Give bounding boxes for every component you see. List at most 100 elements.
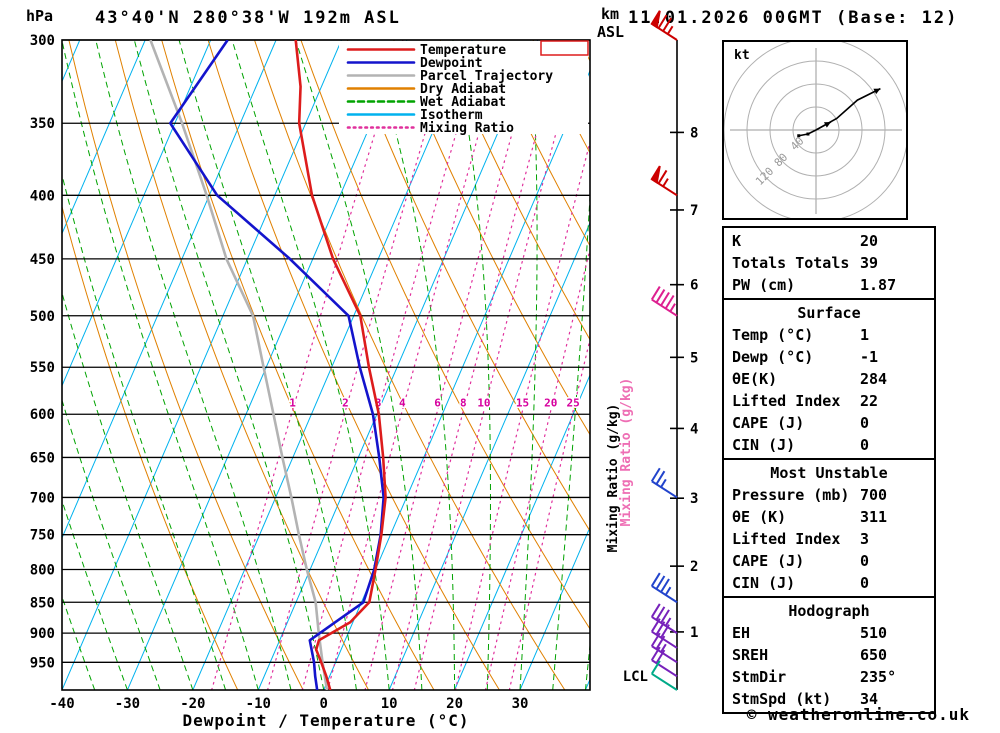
wind-barb-full-tick (650, 660, 661, 675)
mixing-ratio-axis-label: Mixing Ratio (g/kg) (606, 404, 621, 553)
wind-barb (650, 618, 678, 649)
mixing-ratio-axis-label-pink: Mixing Ratio (g/kg) (619, 378, 634, 527)
mixing-ratio-line (327, 40, 506, 690)
row-value: 700 (860, 486, 888, 504)
hodograph-trace-arrowhead (873, 88, 881, 95)
row-label: Lifted Index (732, 530, 841, 548)
wind-barb-half-tick (669, 303, 676, 312)
mixing-ratio-line (413, 40, 582, 690)
table-row: Pressure (mb) 700 (724, 484, 934, 506)
temp-tick-label: 0 (320, 696, 328, 712)
mixing-ratio-line (391, 40, 563, 690)
table-section: Hodograph EH 510 SREH 650 StmDir 235° StmSpd (k… (722, 596, 936, 714)
row-value: 1.87 (860, 276, 897, 294)
row-label: K (732, 232, 742, 250)
pressure-tick-label: 550 (30, 360, 55, 376)
hodograph-trace-dot (806, 132, 810, 136)
wet-adiabat-line (62, 499, 128, 690)
row-value: 311 (860, 508, 888, 526)
row-label: CAPE (J) (732, 414, 805, 432)
legend-label: Wet Adiabat (420, 95, 506, 110)
row-label: Temp (°C) (732, 326, 814, 344)
wind-barb-full-tick (655, 621, 666, 636)
temp-tick-label: -10 (246, 696, 271, 712)
pressure-tick-label: 750 (30, 528, 55, 544)
legend-label: Temperature (420, 43, 506, 58)
wind-barb-full-tick (662, 17, 672, 32)
hodograph-trace-start-dot (797, 134, 801, 138)
wind-barb-half-tick (666, 25, 674, 35)
isotherm-line (388, 221, 590, 690)
row-value: 0 (860, 436, 870, 454)
wind-barb-full-tick (650, 467, 661, 482)
km-tick-label: 8 (690, 125, 698, 141)
table-section-header: Hodograph (788, 602, 870, 620)
mixing-ratio-value-label: 1 (289, 397, 296, 410)
wind-barb (650, 165, 678, 197)
wind-barb-full-tick (664, 294, 675, 310)
legend-corner-box (540, 40, 589, 56)
sounding-profiles (149, 40, 387, 690)
asl-axis-unit: ASL (597, 23, 625, 41)
wind-barb-full-tick (655, 606, 666, 621)
wind-barb-full-tick (657, 169, 668, 184)
wind-barb-pennant (650, 10, 661, 29)
pressure-tick-label: 450 (30, 252, 55, 268)
table-row: θE(K) 284 (724, 368, 934, 390)
wind-barb-full-tick (655, 289, 666, 304)
table-row: Lifted Index 22 (724, 390, 934, 412)
wind-barb-full-tick (650, 618, 661, 633)
row-value: 650 (860, 646, 888, 664)
mixing-ratio-value-label: 8 (460, 397, 467, 410)
temp-tick-label: -40 (49, 696, 74, 712)
dry-adiabat-line (439, 40, 590, 341)
row-label: StmDir (732, 668, 787, 686)
mixing-ratio-line (301, 40, 484, 690)
row-value: 510 (860, 624, 888, 642)
km-axis-unit: km (601, 5, 620, 23)
row-label: θE(K) (732, 370, 778, 388)
table-row: SREH 650 (724, 644, 934, 666)
mixing-ratio-line (211, 40, 404, 690)
hodograph-ring (792, 106, 840, 154)
temp-tick-label: 30 (512, 696, 529, 712)
wind-barb-half-tick (662, 178, 669, 187)
row-label: Dewp (°C) (732, 348, 814, 366)
indices-table: K 20 Totals Totals 39 PW (cm) 1.87 Surface Temp… (722, 226, 936, 714)
mixing-ratio-line (364, 40, 539, 690)
wind-barb-full-tick (660, 624, 670, 639)
temperature-curve (294, 40, 387, 690)
wind-barb-pennant (650, 165, 661, 185)
table-row: CIN (J) 0 (724, 434, 934, 456)
km-tick-label: 4 (690, 421, 698, 437)
row-value: 3 (860, 530, 870, 548)
wind-barb-staff (651, 672, 678, 691)
row-value: 235° (860, 668, 897, 686)
km-tick-label: 6 (690, 278, 698, 294)
legend-label: Mixing Ratio (420, 121, 514, 136)
pressure-tick-label: 300 (30, 33, 55, 49)
hodograph-unit-label: kt (734, 48, 750, 63)
isotherm-line (62, 40, 277, 540)
wind-barb-full-tick (650, 572, 661, 587)
hodograph-panel: 40 80 120 kt (722, 37, 909, 223)
pressure-tick-label: 400 (30, 188, 55, 204)
wet-adiabat-line (370, 40, 456, 690)
wet-adiabat-line (0, 40, 29, 690)
wind-barb (650, 660, 678, 691)
wind-barb-full-tick (660, 609, 670, 624)
table-row: θE (K) 311 (724, 506, 934, 528)
table-section: Most Unstable Pressure (mb) 700 θE (K) 311 Li… (722, 458, 936, 598)
wind-barb (650, 572, 678, 604)
mixing-ratio-value-label: 6 (434, 397, 441, 410)
legend-label: Parcel Trajectory (420, 69, 553, 84)
km-tick-label: 3 (690, 491, 698, 507)
wind-barb-full-tick (660, 578, 670, 593)
row-value: 22 (860, 392, 879, 410)
km-tick-label: 7 (690, 203, 698, 219)
pressure-tick-label: 350 (30, 116, 55, 132)
mixing-ratio-value-label: 10 (477, 397, 490, 410)
table-row: StmSpd (kt) 34 (724, 688, 934, 710)
